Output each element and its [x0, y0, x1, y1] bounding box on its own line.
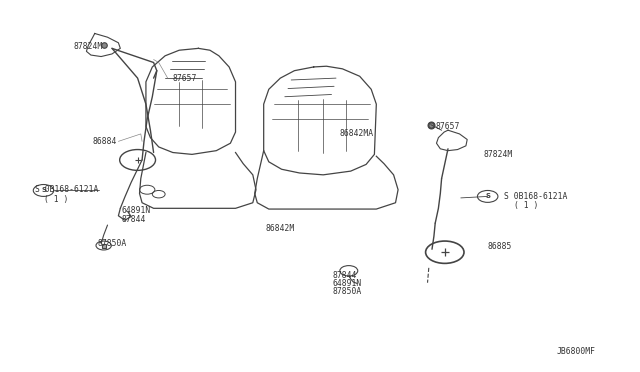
- Text: 87657: 87657: [435, 122, 460, 131]
- Text: 86885: 86885: [488, 242, 512, 251]
- Text: 86842M: 86842M: [266, 224, 295, 233]
- Text: ( 1 ): ( 1 ): [44, 195, 68, 203]
- Text: 86884: 86884: [93, 137, 117, 146]
- Text: 87657: 87657: [173, 74, 197, 83]
- Text: S 0B168-6121A: S 0B168-6121A: [35, 185, 99, 194]
- Text: 87824M: 87824M: [484, 150, 513, 159]
- Text: 87850A: 87850A: [333, 287, 362, 296]
- Text: 64891N: 64891N: [333, 279, 362, 288]
- Text: 87824M: 87824M: [74, 42, 103, 51]
- Text: 87844: 87844: [333, 271, 357, 280]
- Text: S: S: [41, 187, 46, 193]
- Text: 64891N: 64891N: [122, 206, 151, 215]
- Text: S 0B168-6121A: S 0B168-6121A: [504, 192, 568, 201]
- Text: 86842MA: 86842MA: [339, 129, 373, 138]
- Text: JB6800MF: JB6800MF: [557, 347, 596, 356]
- Text: S: S: [485, 193, 490, 199]
- Text: 87844: 87844: [122, 215, 146, 224]
- Text: 87850A: 87850A: [97, 239, 127, 248]
- Text: ( 1 ): ( 1 ): [514, 201, 538, 210]
